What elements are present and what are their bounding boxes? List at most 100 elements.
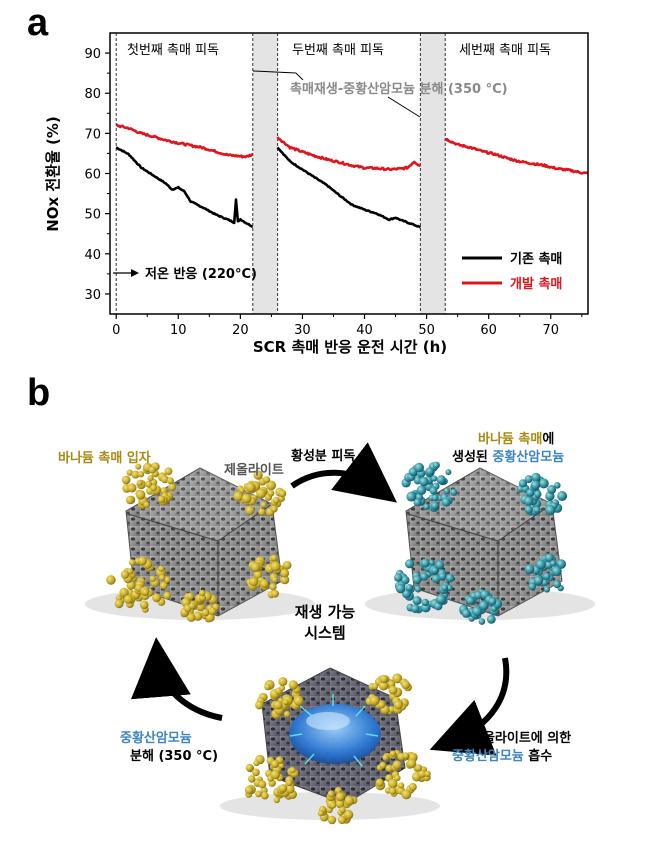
- catalyst-bead: [249, 577, 259, 587]
- catalyst-bead: [245, 482, 256, 493]
- catalyst-bead: [344, 810, 354, 820]
- catalyst-bead: [420, 558, 430, 568]
- crystal-absorption: [220, 667, 440, 825]
- catalyst-bead: [139, 600, 149, 610]
- catalyst-bead: [488, 597, 497, 606]
- catalyst-bead: [186, 613, 196, 622]
- catalyst-bead: [526, 488, 535, 497]
- catalyst-bead: [394, 774, 401, 782]
- x-tick-label-50: 50: [418, 323, 435, 338]
- catalyst-bead: [472, 606, 483, 617]
- catalyst-bead: [283, 710, 291, 718]
- catalyst-bead: [524, 475, 533, 484]
- catalyst-bead: [157, 495, 166, 503]
- y-tick-label-30: 30: [84, 288, 101, 303]
- x-tick-label-20: 20: [232, 323, 249, 338]
- catalyst-bead: [461, 609, 471, 618]
- catalyst-bead: [474, 591, 483, 600]
- catalyst-bead: [279, 685, 286, 691]
- catalyst-bead: [137, 556, 147, 566]
- crystal-vanadium: [85, 462, 315, 623]
- regen-note: 촉매재생-중황산암모늄 분해 (350 °C): [290, 81, 508, 97]
- phase-label-1: 첫번째 촉매 피독: [127, 43, 219, 58]
- x-tick-label-10: 10: [170, 323, 187, 338]
- catalyst-bead: [270, 770, 280, 780]
- catalyst-bead: [412, 596, 422, 606]
- arrow-absorption: [429, 657, 510, 756]
- catalyst-bead: [436, 594, 447, 605]
- catalyst-bead: [557, 491, 568, 501]
- x-axis-label: SCR 촉매 반응 운전 시간 (h): [253, 338, 447, 356]
- label-zeolite: 제올라이트: [224, 463, 284, 478]
- regen-band-1: [252, 33, 278, 314]
- catalyst-bead: [278, 784, 288, 793]
- catalyst-bead: [389, 787, 397, 795]
- catalyst-bead: [466, 596, 475, 605]
- panel-a-label: a: [27, 2, 49, 44]
- catalyst-bead: [524, 505, 533, 514]
- catalyst-bead: [337, 815, 347, 825]
- catalyst-bead: [392, 673, 403, 684]
- catalyst-bead: [288, 680, 299, 690]
- catalyst-bead: [255, 790, 262, 798]
- label-right-line1: 제올라이트에 의한: [471, 731, 572, 746]
- catalyst-bead: [293, 695, 304, 706]
- catalyst-bead: [137, 471, 145, 478]
- catalyst-bead: [189, 602, 196, 610]
- catalyst-bead: [344, 796, 355, 806]
- series-2-segment-1: [115, 123, 254, 159]
- catalyst-bead: [233, 491, 244, 502]
- catalyst-bead: [199, 594, 207, 602]
- label-left-line1: 중황산암모늄: [120, 731, 192, 746]
- legend: 기존 촉매 개발 촉매: [462, 251, 562, 292]
- catalyst-bead: [271, 589, 279, 598]
- catalyst-bead: [335, 799, 345, 809]
- catalyst-bead: [388, 706, 395, 713]
- catalyst-bead: [431, 567, 439, 574]
- x-tick-label-70: 70: [542, 323, 559, 338]
- cycle-diagram: [85, 442, 595, 825]
- catalyst-bead: [245, 505, 255, 515]
- catalyst-bead: [266, 480, 276, 491]
- catalyst-bead: [491, 605, 497, 612]
- x-tick-label-30: 30: [294, 323, 311, 338]
- catalyst-bead: [450, 488, 458, 496]
- catalyst-bead: [164, 467, 173, 476]
- catalyst-bead: [150, 484, 158, 492]
- catalyst-bead: [445, 469, 452, 476]
- catalyst-bead: [273, 797, 280, 804]
- catalyst-bead: [553, 580, 561, 589]
- catalyst-bead: [394, 573, 403, 582]
- catalyst-bead: [406, 491, 417, 502]
- catalyst-bead: [282, 699, 289, 706]
- catalyst-bead: [135, 490, 146, 500]
- label-left-line2: 분해 (350 °C): [130, 749, 219, 764]
- catalyst-bead: [538, 478, 549, 489]
- catalyst-bead: [387, 778, 398, 789]
- catalyst-bead: [152, 593, 162, 603]
- catalyst-bead: [327, 815, 337, 825]
- catalyst-bead: [253, 760, 260, 767]
- catalyst-bead: [126, 495, 135, 505]
- catalyst-bead: [406, 758, 417, 769]
- catalyst-bead: [267, 489, 275, 497]
- catalyst-bead: [402, 752, 410, 759]
- catalyst-bead: [270, 505, 278, 513]
- catalyst-bead: [255, 700, 264, 710]
- catalyst-bead: [164, 576, 171, 584]
- catalyst-bead: [168, 483, 177, 492]
- catalyst-bead: [148, 466, 156, 474]
- catalyst-bead: [543, 586, 551, 593]
- catalyst-bead: [270, 554, 278, 562]
- catalyst-bead: [126, 469, 133, 476]
- catalyst-bead: [432, 461, 440, 469]
- catalyst-bead: [388, 685, 398, 695]
- catalyst-bead: [435, 560, 445, 570]
- label-ammonium-bisulfate-top: 중황산암모늄: [492, 450, 565, 465]
- catalyst-bead: [545, 505, 556, 515]
- regen-band-2: [420, 33, 446, 314]
- legend-label-developed: 개발 촉매: [510, 276, 562, 292]
- catalyst-bead: [124, 594, 133, 604]
- regen-pointer-1: [252, 70, 297, 74]
- catalyst-bead: [199, 589, 206, 597]
